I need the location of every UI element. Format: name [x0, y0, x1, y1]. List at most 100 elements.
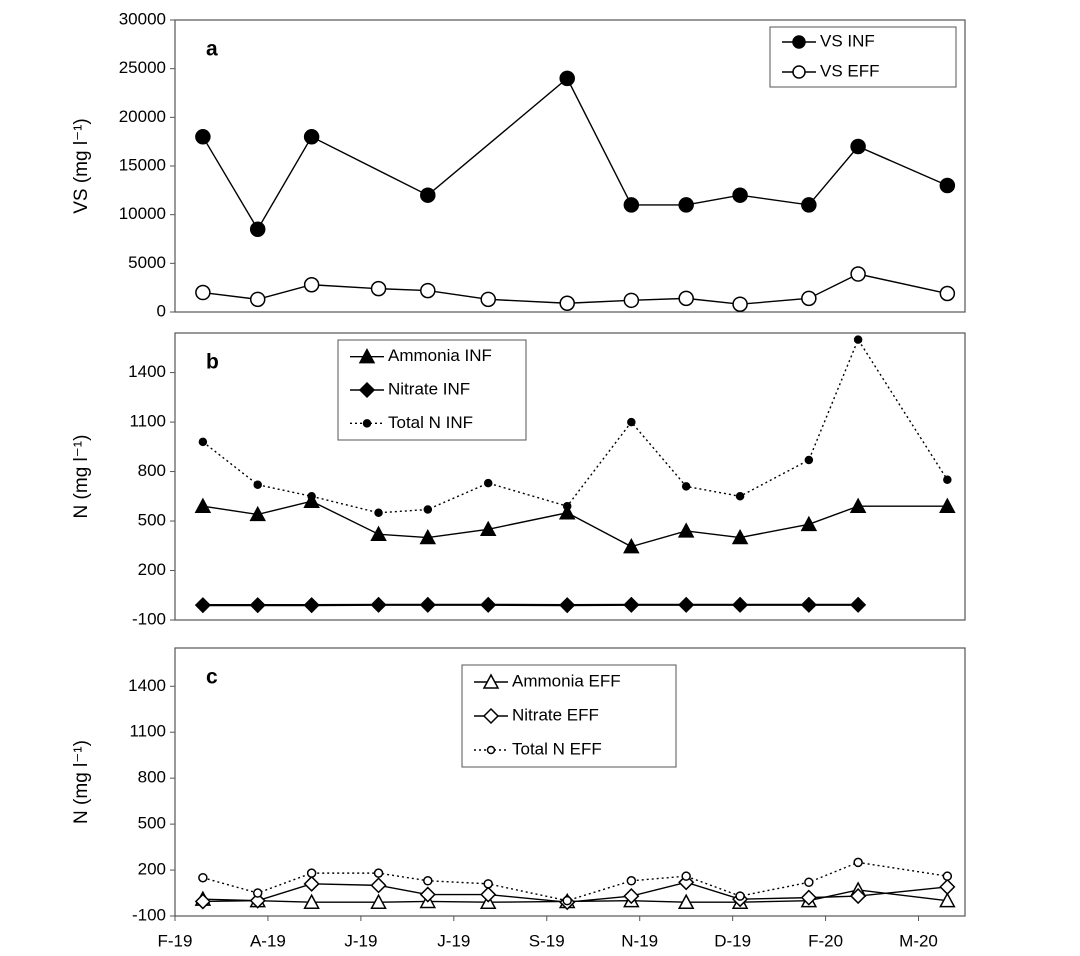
- marker: [559, 70, 575, 87]
- marker: [419, 596, 436, 613]
- y-tick-label: 15000: [119, 155, 166, 174]
- marker: [479, 520, 497, 537]
- legend-label: Total N INF: [388, 413, 473, 432]
- marker: [939, 285, 956, 302]
- legend-marker: [792, 35, 806, 49]
- legend-label: Total N EFF: [512, 739, 602, 758]
- marker: [303, 492, 320, 508]
- legend-label: Nitrate EFF: [512, 705, 599, 724]
- marker: [559, 597, 576, 614]
- marker: [735, 492, 745, 501]
- marker: [253, 480, 262, 489]
- marker: [623, 888, 640, 905]
- series-line: [202, 338, 948, 514]
- y-tick-label: 1400: [128, 676, 166, 695]
- x-tick-label: J-19: [437, 931, 470, 950]
- marker: [249, 597, 266, 614]
- marker: [623, 538, 640, 554]
- marker: [194, 497, 212, 513]
- marker: [420, 187, 436, 203]
- marker: [419, 886, 436, 903]
- marker: [800, 515, 818, 532]
- marker: [370, 877, 387, 894]
- x-tick-label: M-20: [899, 931, 938, 950]
- series-line: [202, 77, 948, 231]
- marker: [853, 857, 863, 868]
- marker: [303, 597, 320, 614]
- y-tick-label: 800: [138, 461, 166, 480]
- marker: [194, 597, 211, 614]
- marker: [370, 893, 387, 909]
- marker: [373, 868, 384, 878]
- marker: [194, 893, 211, 910]
- marker: [198, 872, 208, 883]
- legend-label: Nitrate INF: [388, 379, 470, 398]
- marker: [678, 197, 694, 213]
- y-axis-label: N (mg l⁻¹): [71, 740, 92, 824]
- y-tick-label: 1100: [129, 722, 166, 741]
- marker: [370, 280, 387, 297]
- marker: [480, 596, 497, 613]
- marker: [249, 505, 266, 522]
- marker: [252, 888, 263, 898]
- marker: [800, 596, 817, 613]
- marker: [303, 276, 320, 293]
- series-line: [202, 500, 948, 548]
- marker: [420, 282, 436, 299]
- marker: [850, 266, 866, 282]
- legend-marker: [482, 707, 500, 725]
- marker: [623, 596, 640, 613]
- x-tick-label: J-19: [344, 931, 377, 950]
- marker: [370, 596, 387, 613]
- marker: [307, 492, 316, 501]
- y-tick-label: 200: [138, 860, 166, 879]
- marker: [849, 497, 867, 513]
- marker: [801, 290, 817, 307]
- y-tick-label: 200: [138, 560, 166, 579]
- marker: [850, 888, 867, 905]
- x-tick-label: S-19: [529, 931, 565, 950]
- plot-area: [174, 332, 966, 621]
- panel-label: c: [206, 666, 218, 689]
- marker: [483, 478, 493, 488]
- legend-label: VS EFF: [820, 61, 880, 80]
- y-tick-label: 1100: [129, 412, 166, 431]
- x-tick-label: D-19: [714, 931, 751, 950]
- y-tick-label: 20000: [119, 107, 166, 126]
- marker: [370, 525, 387, 541]
- legend-marker: [486, 745, 496, 755]
- marker: [732, 187, 748, 203]
- y-tick-label: 0: [157, 301, 166, 320]
- x-tick-label: F-19: [158, 931, 193, 950]
- legend-marker: [362, 419, 372, 428]
- marker: [942, 871, 953, 881]
- marker: [423, 505, 433, 514]
- marker: [943, 475, 952, 485]
- marker: [249, 892, 266, 909]
- legend-marker: [792, 65, 806, 79]
- y-tick-label: 500: [138, 511, 166, 530]
- marker: [678, 596, 695, 613]
- marker: [480, 886, 497, 903]
- marker: [374, 508, 383, 518]
- marker: [677, 893, 695, 909]
- panel-label: b: [206, 351, 219, 374]
- marker: [623, 197, 640, 213]
- y-tick-label: 30000: [119, 9, 166, 28]
- marker: [623, 292, 640, 309]
- marker: [303, 129, 320, 145]
- y-tick-label: 1400: [128, 362, 166, 381]
- marker: [559, 295, 575, 311]
- marker: [303, 893, 320, 909]
- marker: [303, 875, 320, 892]
- marker: [850, 596, 867, 613]
- marker: [681, 871, 691, 881]
- marker: [800, 889, 817, 906]
- y-tick-label: -100: [132, 905, 166, 924]
- marker: [939, 177, 956, 194]
- x-tick-label: N-19: [621, 931, 658, 950]
- y-axis-label: VS (mg l⁻¹): [71, 118, 92, 214]
- legend-label: Ammonia INF: [388, 346, 492, 365]
- marker: [731, 528, 749, 545]
